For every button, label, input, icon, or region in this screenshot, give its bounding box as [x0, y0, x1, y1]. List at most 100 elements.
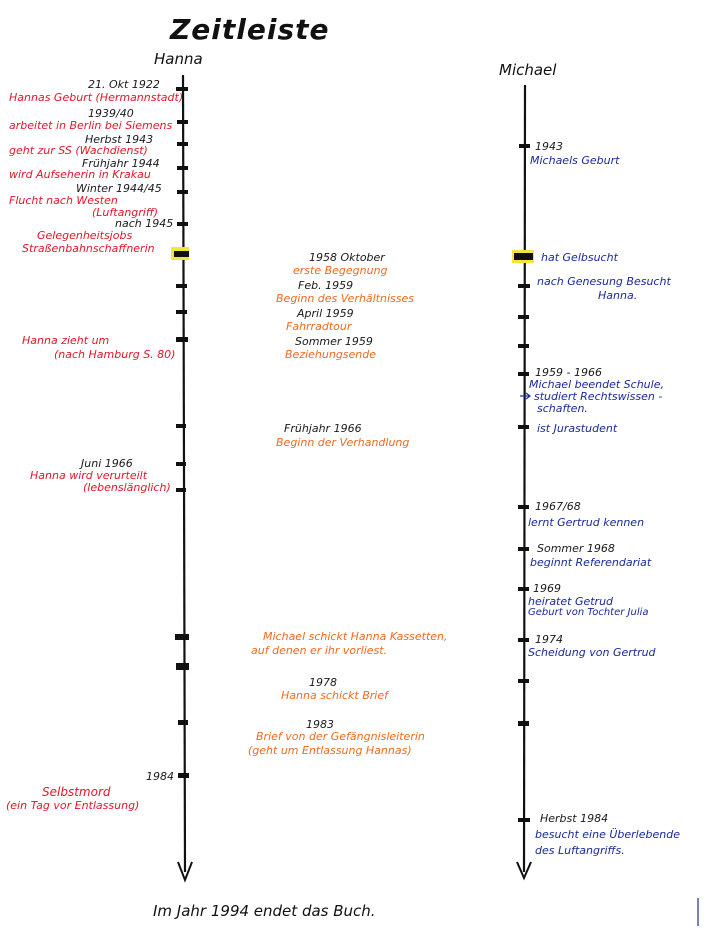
middle-event: (geht um Entlassung Hannas) [248, 744, 412, 757]
hanna-tick [174, 251, 189, 257]
hanna-tick [177, 190, 188, 194]
hanna-axis-line [181, 74, 187, 873]
hanna-date: Winter 1944/45 [76, 182, 162, 195]
hanna-column-label: Hanna [154, 50, 203, 68]
middle-event: erste Begegnung [293, 264, 388, 277]
page-title: Zeitleiste [170, 13, 330, 46]
michael-tick [518, 425, 529, 429]
hanna-tick [178, 773, 189, 778]
michael-event: Hanna. [598, 289, 638, 302]
michael-event: Scheidung von Gertrud [528, 646, 656, 659]
middle-event: Beginn der Verhandlung [276, 436, 410, 449]
michael-tick [518, 315, 529, 319]
hanna-event: arbeitet in Berlin bei Siemens [9, 119, 173, 132]
hanna-event: (Luftangriff) [92, 206, 159, 219]
michael-date: 1969 [533, 582, 561, 595]
middle-date: Feb. 1959 [298, 279, 354, 292]
hanna-tick [176, 284, 187, 288]
michael-event: hat Gelbsucht [541, 251, 618, 264]
hanna-event: (nach Hamburg S. 80) [54, 348, 176, 361]
michael-event: heiratet Getrud [528, 595, 614, 608]
michael-event: ist Jurastudent [537, 422, 618, 435]
michael-column-label: Michael [499, 61, 557, 79]
hanna-date: Juni 1966 [81, 457, 133, 470]
michael-event: lernt Gertrud kennen [528, 516, 645, 529]
middle-event: Fahrradtour [286, 320, 352, 333]
michael-tick [518, 547, 529, 551]
hanna-event: (lebenslänglich) [83, 481, 171, 494]
michael-event: studiert Rechtswissen - [534, 390, 663, 403]
michael-date: 1943 [535, 140, 563, 153]
michael-tick [518, 372, 529, 376]
middle-event: Beginn des Verhältnisses [276, 292, 415, 305]
hanna-tick [177, 142, 188, 146]
middle-date: 1978 [309, 676, 337, 689]
hanna-tick [176, 337, 188, 342]
hanna-tick [175, 634, 189, 640]
middle-date: April 1959 [297, 307, 354, 320]
michael-date: Herbst 1984 [540, 812, 609, 825]
hanna-event: Hannas Geburt (Hermannstadt) [9, 91, 184, 104]
hanna-date: 1984 [146, 770, 174, 783]
middle-event: Beziehungsende [285, 348, 377, 361]
michael-tick [518, 679, 529, 683]
hanna-event: Hanna wird verurteilt [30, 469, 148, 482]
hanna-tick [176, 462, 186, 466]
hanna-event: geht zur SS (Wachdienst) [9, 144, 148, 157]
michael-event: nach Genesung Besucht [537, 275, 671, 288]
middle-event: Hanna schickt Brief [281, 689, 388, 702]
hanna-tick [176, 310, 187, 314]
hanna-event: wird Aufseherin in Krakau [9, 168, 151, 181]
hanna-date: 21. Okt 1922 [88, 78, 160, 91]
middle-event: Michael schickt Hanna Kassetten, [263, 630, 448, 643]
michael-event: schaften. [537, 402, 588, 415]
michael-tick [518, 505, 529, 509]
michael-event: Michaels Geburt [530, 154, 620, 167]
michael-tick [518, 587, 529, 591]
hanna-date: nach 1945 [115, 217, 174, 230]
michael-event: des Luftangriffs. [535, 844, 625, 857]
michael-date: 1967/68 [535, 500, 581, 513]
middle-date: Sommer 1959 [295, 335, 373, 348]
hanna-event: (ein Tag vor Entlassung) [6, 799, 140, 812]
michael-tick [518, 284, 530, 288]
hanna-tick [177, 120, 188, 124]
hanna-tick [176, 424, 186, 428]
footer-note: Im Jahr 1994 endet das Buch. [153, 902, 376, 920]
hanna-tick [178, 720, 188, 725]
michael-date: Sommer 1968 [537, 542, 615, 555]
middle-date: Frühjahr 1966 [284, 422, 362, 435]
michael-tick [514, 253, 533, 260]
michael-axis-line [522, 84, 527, 873]
hanna-date: Frühjahr 1944 [82, 157, 160, 170]
hanna-tick [176, 663, 189, 670]
study-arrow-head [525, 392, 531, 400]
michael-event: Michael beendet Schule, [529, 378, 664, 391]
michael-event: beginnt Referendariat [530, 556, 652, 569]
middle-date: 1983 [306, 718, 334, 731]
hanna-event: Hanna zieht um [22, 334, 110, 347]
michael-date: 1959 - 1966 [535, 366, 602, 379]
hanna-tick [176, 87, 188, 91]
hanna-event: Gelegenheitsjobs [37, 229, 133, 242]
michael-tick [518, 344, 529, 348]
middle-event: Brief von der Gefängnisleiterin [256, 730, 425, 743]
middle-date: 1958 Oktober [309, 251, 385, 264]
hanna-date: 1939/40 [88, 107, 134, 120]
michael-tick [519, 144, 530, 148]
michael-tick [518, 818, 530, 822]
michael-date: 1974 [535, 633, 563, 646]
hanna-event: Selbstmord [42, 785, 111, 799]
michael-tick [518, 721, 529, 726]
hanna-axis-arrow [177, 861, 193, 883]
hanna-date: Herbst 1943 [85, 133, 154, 146]
hanna-tick [177, 166, 188, 170]
hanna-event: Flucht nach Westen [9, 194, 118, 207]
hanna-event: Straßenbahnschaffnerin [22, 242, 155, 255]
michael-tick [518, 638, 529, 642]
michael-event: besucht eine Überlebende [535, 828, 680, 841]
michael-axis-arrow [516, 861, 532, 881]
hanna-tick [177, 222, 188, 226]
michael-event: Geburt von Tochter Julia [528, 607, 649, 618]
